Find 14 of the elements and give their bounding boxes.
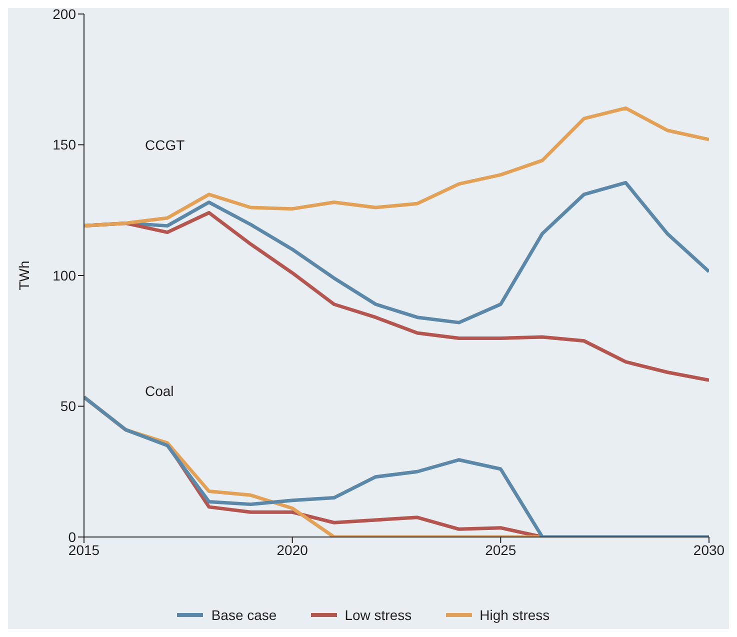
y-tick-label: 200 — [52, 6, 76, 22]
legend-label: Base case — [211, 607, 277, 623]
line-series — [84, 106, 709, 228]
x-tick-label: 2020 — [276, 542, 308, 558]
legend-label: Low stress — [344, 607, 412, 623]
y-tick-label: 50 — [60, 398, 76, 414]
x-tick-label: 2025 — [485, 542, 516, 558]
x-tick-label: 2030 — [693, 542, 725, 558]
annotation: CCGT — [145, 137, 186, 153]
legend-label: High stress — [480, 607, 550, 623]
y-tick-label: 150 — [52, 136, 76, 153]
y-axis-title: TWh — [16, 260, 32, 290]
y-tick-label: 100 — [52, 267, 76, 284]
annotation: Coal — [145, 383, 174, 399]
